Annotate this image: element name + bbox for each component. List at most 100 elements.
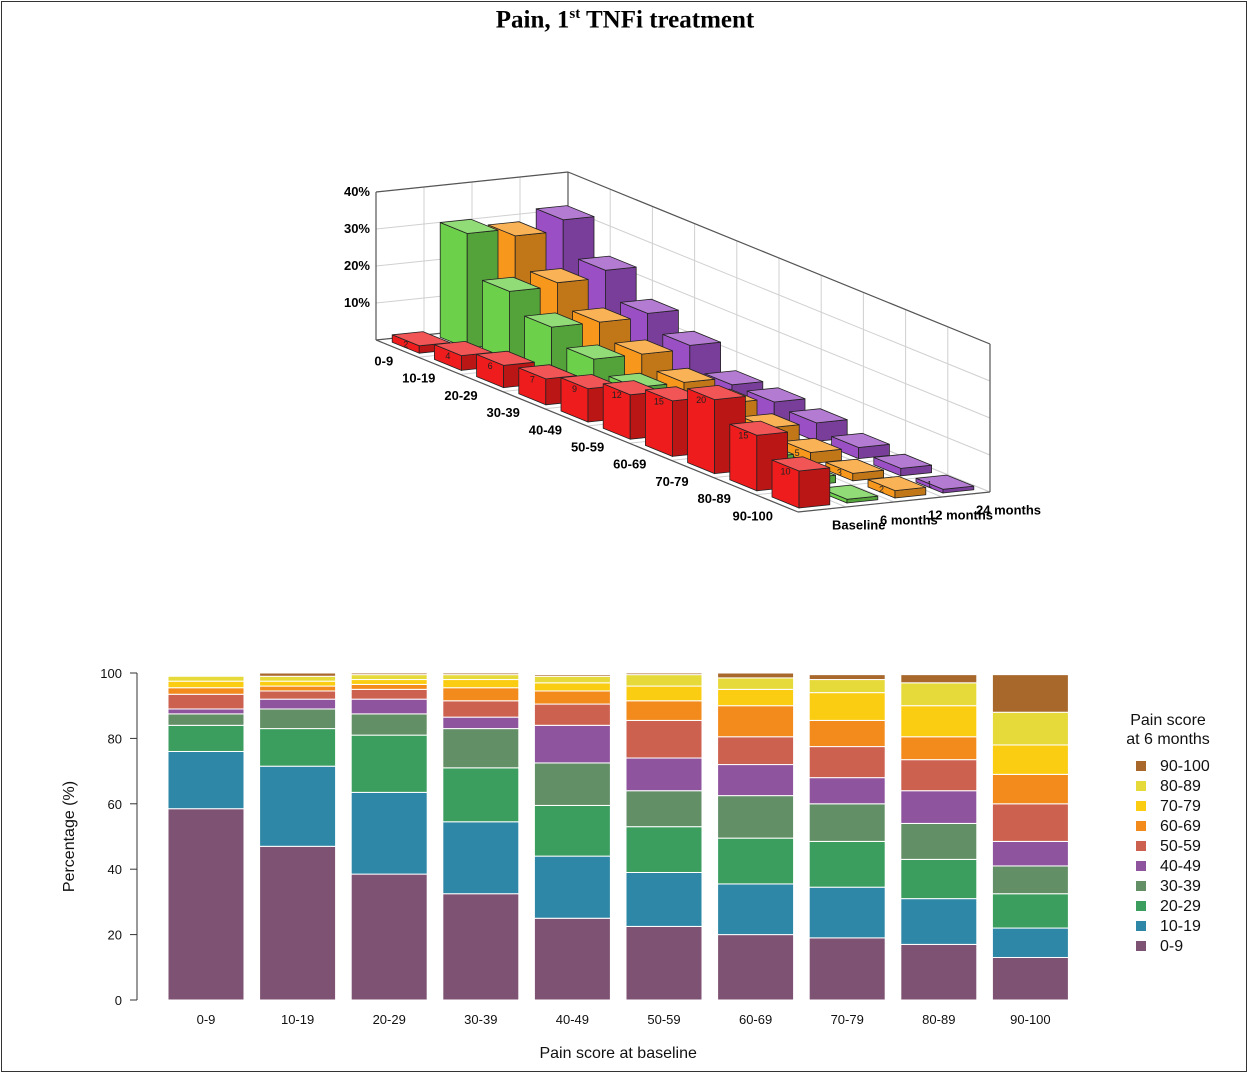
segment-10-19 — [350, 791, 428, 875]
legend-label: 20-29 — [1160, 898, 1201, 915]
bar-top-face — [704, 370, 763, 386]
x-tick-label: 10-19 — [281, 1012, 314, 1027]
segment-40-49 — [167, 708, 245, 715]
bar-top-face — [783, 437, 842, 453]
legend-title: Pain score — [1130, 712, 1206, 729]
legend-swatch-70-79 — [1136, 801, 1146, 811]
segment-80-89 — [717, 677, 795, 690]
x-tick-label: 40-49 — [529, 422, 562, 437]
bar-data-label: 15 — [654, 396, 664, 406]
segment-10-19 — [991, 927, 1069, 958]
segment-60-69 — [900, 736, 978, 761]
segment-40-49 — [808, 777, 886, 805]
segment-10-19 — [533, 855, 611, 919]
bar-top-face — [476, 350, 535, 366]
x-tick-label: 60-69 — [739, 1012, 772, 1027]
stack-50-59 — [625, 672, 703, 1001]
x-tick-label: 0-9 — [197, 1012, 216, 1027]
segment-60-69 — [625, 700, 703, 721]
y-axis-label: Percentage (%) — [61, 781, 78, 892]
segment-30-39 — [900, 822, 978, 860]
segment-40-49 — [991, 840, 1069, 867]
x-tick-label: 80-89 — [922, 1012, 955, 1027]
segment-80-89 — [808, 679, 886, 694]
legend: Pain score at 6 months 90-100 80-89 70-79 60-… — [1126, 712, 1210, 955]
segment-40-49 — [625, 757, 703, 792]
segment-40-49 — [350, 698, 428, 715]
bar-top-face — [620, 298, 679, 314]
stack-20-29 — [350, 672, 428, 1001]
segment-0-9 — [442, 893, 520, 1001]
bar-data-label: 4 — [445, 351, 450, 361]
bar-top-face — [566, 344, 625, 360]
bar-data-label: 7 — [530, 374, 535, 384]
bar-top-face — [747, 387, 806, 403]
bar-data-label: 6 — [488, 361, 493, 371]
segment-20-29 — [167, 724, 245, 752]
segment-20-29 — [259, 728, 337, 767]
bar-24-months-80-89 — [873, 453, 932, 477]
stack-40-49 — [533, 674, 611, 1001]
segment-0-9 — [533, 917, 611, 1001]
bar-baseline-90-100: 10 — [771, 456, 831, 509]
x-tick-label: 50-59 — [647, 1012, 680, 1027]
legend-swatch-80-89 — [1136, 781, 1146, 791]
axes-2d: 0 20 40 60 80 100 Percentage (%) Pain score at … — [61, 666, 1051, 1062]
bar-top-face — [831, 432, 890, 448]
y-tick-label: 60 — [108, 797, 122, 812]
stack-30-39 — [442, 672, 520, 1001]
legend-label: 0-9 — [1160, 938, 1183, 955]
segment-50-59 — [533, 703, 611, 726]
segment-50-59 — [259, 690, 337, 700]
segment-70-79 — [717, 688, 795, 707]
segment-90-100 — [442, 672, 520, 676]
segment-0-9 — [167, 808, 245, 1001]
bar-data-label: 1 — [927, 480, 932, 490]
segment-10-19 — [717, 883, 795, 936]
segment-90-100 — [259, 672, 337, 677]
segment-70-79 — [442, 679, 520, 689]
z-tick-label: 20% — [344, 258, 370, 273]
bar-top-face — [578, 255, 637, 271]
bar-top-face — [440, 218, 499, 234]
segment-20-29 — [991, 893, 1069, 929]
segment-90-100 — [350, 672, 428, 676]
segment-60-69 — [533, 690, 611, 705]
legend-label: 60-69 — [1160, 818, 1201, 835]
legend-label: 70-79 — [1160, 798, 1201, 815]
segment-0-9 — [350, 873, 428, 1001]
x-tick-label: 0-9 — [374, 353, 393, 368]
segment-30-39 — [991, 865, 1069, 895]
segment-30-39 — [717, 795, 795, 839]
bar-data-label: 10 — [781, 466, 791, 476]
segment-0-9 — [259, 845, 337, 1001]
grid-line — [567, 245, 991, 419]
chart-3d-pain-by-timepoint: 10% 20% 30% 40% 0-9 10-19 20-29 30-39 40-49 50-59… — [344, 171, 1041, 533]
x-tick-label: 70-79 — [831, 1012, 864, 1027]
segment-20-29 — [533, 804, 611, 857]
segment-80-89 — [442, 674, 520, 681]
bar-top-face — [729, 420, 788, 436]
segment-80-89 — [259, 675, 337, 682]
bar-top-face — [572, 307, 631, 323]
bar-data-label: 9 — [572, 384, 577, 394]
segment-0-9 — [900, 943, 978, 1001]
legend-swatch-20-29 — [1136, 901, 1146, 911]
segment-0-9 — [717, 934, 795, 1001]
bars-2d — [167, 672, 1069, 1001]
segment-60-69 — [808, 719, 886, 748]
x-tick-label: 30-39 — [487, 405, 520, 420]
segment-10-19 — [808, 886, 886, 939]
bar-top-face — [915, 474, 974, 490]
bar-top-face — [614, 339, 673, 355]
bar-data-label: 20 — [696, 395, 706, 405]
bar-data-label: 15 — [738, 431, 748, 441]
bar-top-face — [488, 221, 547, 237]
z-tick-label: 30% — [344, 221, 370, 236]
bar-top-face — [867, 475, 926, 492]
series-label: 24 months — [976, 503, 1041, 518]
segment-0-9 — [625, 925, 703, 1001]
z-tick-label: 10% — [344, 295, 370, 310]
bar-top-face — [656, 367, 715, 383]
